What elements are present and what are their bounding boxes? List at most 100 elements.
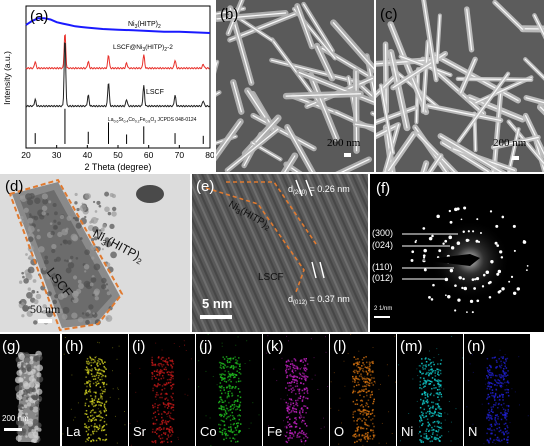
- eds-pixel: [434, 411, 436, 413]
- panel-label-m: (m): [400, 338, 423, 355]
- eds-pixel: [505, 375, 507, 377]
- eds-pixel: [164, 419, 167, 422]
- eds-pixel: [356, 403, 359, 405]
- nanorod-highlight: [354, 123, 374, 128]
- eds-pixel: [421, 373, 423, 375]
- eds-pixel: [301, 430, 303, 432]
- eds-pixel: [221, 406, 223, 408]
- eds-pixel: [98, 424, 101, 426]
- eds-pixel: [430, 412, 433, 414]
- nanorod-highlight: [429, 155, 442, 172]
- eds-pixel: [290, 375, 292, 377]
- eds-noise: [183, 340, 185, 342]
- eds-pixel: [96, 372, 99, 374]
- eds-noise: [481, 403, 483, 405]
- eds-pixel: [355, 375, 357, 378]
- eds-pixel: [296, 368, 299, 370]
- nanorod-highlight: [247, 90, 266, 118]
- eds-pixel: [361, 390, 364, 392]
- eds-pixel: [93, 375, 96, 377]
- eds-pixel: [101, 361, 104, 363]
- nanorod-highlight: [232, 81, 242, 113]
- eds-pixel: [306, 392, 309, 395]
- eds-noise: [130, 444, 132, 446]
- texture-dot: [74, 216, 80, 222]
- eds-pixel: [94, 411, 97, 414]
- eds-pixel: [297, 399, 299, 401]
- eds-pixel: [103, 385, 105, 388]
- eds-pixel: [236, 400, 238, 402]
- eds-pixel: [230, 380, 232, 383]
- eds-pixel: [228, 384, 230, 387]
- lattice-fringe: [311, 174, 368, 303]
- texture-dot: [21, 362, 24, 365]
- eds-pixel: [239, 423, 242, 425]
- eds-noise: [118, 398, 120, 400]
- eds-pixel: [171, 418, 173, 420]
- eds-pixel: [91, 414, 94, 417]
- eds-pixel: [360, 426, 362, 429]
- eds-pixel: [504, 365, 506, 367]
- eds-pixel: [429, 411, 431, 414]
- eds-pixel: [294, 417, 296, 420]
- eds-pixel: [286, 431, 288, 434]
- eds-pixel: [373, 398, 376, 401]
- eds-pixel: [237, 388, 240, 390]
- eds-pixel: [87, 373, 90, 375]
- eds-pixel: [303, 373, 305, 375]
- eds-pixel: [352, 380, 354, 383]
- eds-pixel: [239, 373, 242, 375]
- eds-pixel: [437, 363, 439, 365]
- eds-pixel: [91, 401, 94, 404]
- eds-pixel: [96, 369, 98, 371]
- eds-pixel: [169, 379, 172, 381]
- eds-pixel: [84, 402, 87, 405]
- diffraction-spot: [496, 272, 500, 276]
- y-axis-label: Intensity (a.u.): [2, 51, 12, 105]
- eds-pixel: [352, 416, 355, 419]
- eds-pixel: [224, 414, 226, 416]
- texture-dot: [50, 230, 55, 236]
- eds-noise: [209, 417, 211, 419]
- eds-pixel: [298, 411, 301, 414]
- element-label-co: Co: [200, 424, 217, 439]
- eds-pixel: [436, 392, 438, 394]
- texture-dot: [62, 284, 69, 291]
- eds-pixel: [86, 362, 88, 364]
- eds-pixel: [223, 378, 226, 380]
- eds-noise: [135, 391, 137, 393]
- eds-pixel: [158, 362, 160, 365]
- eds-pixel: [437, 429, 440, 431]
- eds-pixel: [506, 412, 508, 415]
- eds-noise: [494, 430, 496, 432]
- eds-pixel: [236, 360, 239, 362]
- texture-dot: [66, 215, 72, 221]
- nanorod-highlight: [522, 28, 544, 30]
- eds-pixel: [365, 409, 367, 412]
- texture-dot: [52, 299, 58, 305]
- eds-noise: [267, 335, 269, 337]
- eds-pixel: [422, 364, 425, 367]
- eds-pixel: [166, 383, 168, 385]
- eds-pixel: [220, 377, 223, 379]
- eds-pixel: [231, 404, 234, 406]
- eds-pixel: [230, 426, 232, 428]
- eds-pixel: [496, 375, 498, 377]
- eds-pixel: [367, 399, 370, 401]
- eds-pixel: [362, 413, 364, 416]
- eds-pixel: [302, 361, 304, 363]
- eds-pixel: [304, 364, 306, 367]
- eds-pixel: [507, 439, 509, 441]
- eds-pixel: [299, 435, 301, 438]
- scale-bar-c: [512, 156, 519, 160]
- eds-noise: [398, 364, 400, 366]
- eds-pixel: [439, 363, 442, 365]
- texture-dot: [74, 192, 78, 197]
- texture-dot: [32, 395, 38, 401]
- eds-pixel: [163, 428, 165, 430]
- eds-pixel: [499, 381, 502, 384]
- texture-dot: [48, 200, 52, 204]
- texture-dot: [96, 200, 101, 205]
- texture-dot: [67, 262, 75, 269]
- nanorod-highlight: [376, 124, 398, 137]
